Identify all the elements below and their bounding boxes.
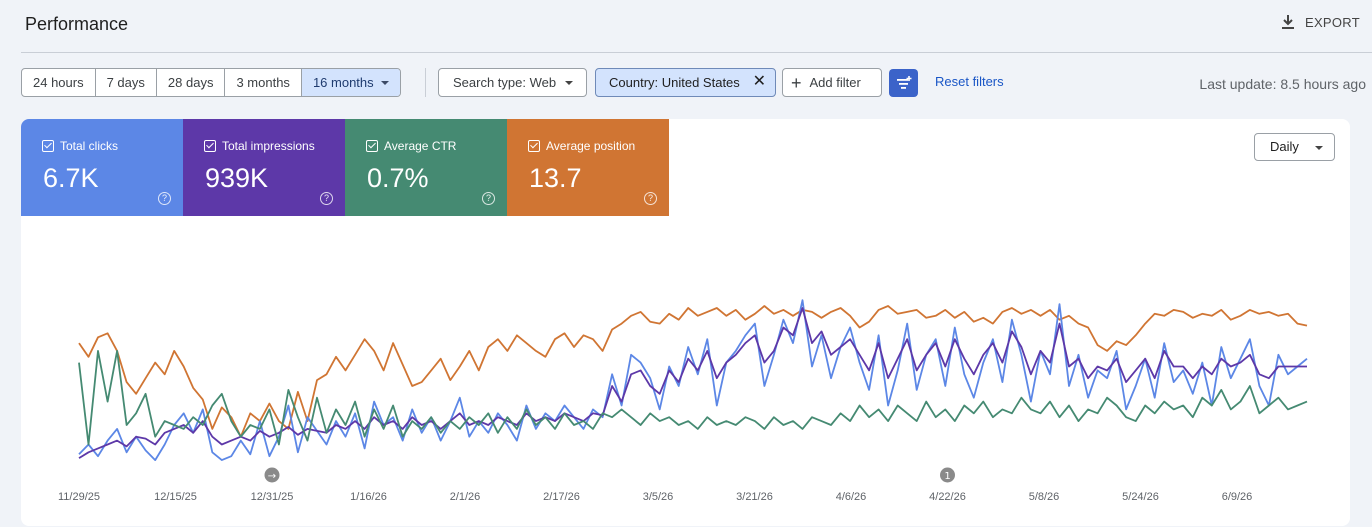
add-filter-label: Add filter bbox=[809, 75, 861, 90]
metric-value: 0.7% bbox=[367, 163, 429, 193]
country-filter-label: Country: United States bbox=[609, 75, 740, 90]
metric-label: Total impressions bbox=[204, 139, 315, 153]
metric-average-position[interactable]: Average position 13.7 ? bbox=[507, 119, 669, 216]
date-range-16-months[interactable]: 16 months bbox=[301, 69, 400, 96]
metric-value: 13.7 bbox=[529, 163, 582, 193]
x-tick-label: 2/17/26 bbox=[543, 491, 580, 503]
chevron-down-icon bbox=[380, 81, 389, 85]
help-icon[interactable]: ? bbox=[482, 192, 495, 205]
x-tick-label: 1/16/26 bbox=[350, 491, 387, 503]
series-line-average-ctr bbox=[78, 349, 1308, 446]
country-filter-chip[interactable]: Country: United States ✕ bbox=[595, 68, 776, 97]
checkbox-icon bbox=[528, 140, 540, 152]
metric-value: 6.7K bbox=[43, 163, 99, 193]
metric-label: Average position bbox=[528, 139, 635, 153]
metric-label-text: Total impressions bbox=[222, 139, 315, 153]
metric-total-clicks[interactable]: Total clicks 6.7K ? bbox=[21, 119, 183, 216]
header: Performance EXPORT bbox=[0, 0, 1372, 52]
x-tick-label: 6/9/26 bbox=[1222, 491, 1253, 503]
annotation-circle bbox=[940, 467, 955, 483]
checkbox-icon bbox=[42, 140, 54, 152]
series-line-average-position bbox=[78, 305, 1308, 438]
date-range-selected-label: 16 months bbox=[312, 75, 374, 90]
x-tick-label: 12/31/25 bbox=[251, 491, 294, 503]
x-tick-label: 3/21/26 bbox=[736, 491, 773, 503]
metric-average-ctr[interactable]: Average CTR 0.7% ? bbox=[345, 119, 507, 216]
x-tick-label: 5/8/26 bbox=[1029, 491, 1060, 503]
page-title: Performance bbox=[25, 14, 129, 34]
chevron-down-icon bbox=[565, 81, 573, 85]
chevron-down-icon bbox=[1315, 146, 1323, 150]
x-tick-label: 12/15/25 bbox=[154, 491, 197, 503]
date-range-3-months[interactable]: 3 months bbox=[225, 69, 302, 96]
granularity-label: Daily bbox=[1270, 139, 1299, 154]
search-type-label: Search type: Web bbox=[453, 75, 557, 90]
performance-chart: 11/29/25 12/15/25 12/31/25 1/16/26 2/1/26 2/1… bbox=[58, 299, 1308, 503]
checkbox-icon bbox=[204, 140, 216, 152]
download-icon bbox=[1281, 15, 1294, 29]
date-range-7-days[interactable]: 7 days bbox=[96, 69, 157, 96]
toolbar-separator bbox=[425, 68, 426, 97]
reset-filters-link[interactable]: Reset filters bbox=[935, 74, 1004, 89]
date-range-24-hours[interactable]: 24 hours bbox=[22, 69, 96, 96]
granularity-dropdown[interactable]: Daily bbox=[1254, 133, 1335, 161]
annotation-circle bbox=[264, 467, 280, 483]
annotation-marker[interactable]: 1 bbox=[940, 467, 955, 483]
performance-card: Total clicks 6.7K ? Total impressions 93… bbox=[21, 119, 1350, 526]
date-range-selector: 24 hours 7 days 28 days 3 months 16 mont… bbox=[21, 68, 401, 97]
filter-list-icon bbox=[897, 76, 912, 89]
annotation-marker[interactable]: → bbox=[264, 467, 280, 483]
toolbar: 24 hours 7 days 28 days 3 months 16 mont… bbox=[21, 68, 1366, 97]
date-range-28-days[interactable]: 28 days bbox=[157, 69, 226, 96]
last-update-text: Last update: 8.5 hours ago bbox=[1199, 76, 1366, 92]
metric-label: Average CTR bbox=[366, 139, 456, 153]
series-line-total-impressions bbox=[78, 307, 1307, 459]
metric-label-text: Average position bbox=[546, 139, 636, 153]
header-divider bbox=[21, 52, 1372, 53]
help-icon[interactable]: ? bbox=[644, 192, 657, 205]
metric-total-impressions[interactable]: Total impressions 939K ? bbox=[183, 119, 345, 216]
close-icon[interactable]: ✕ bbox=[752, 73, 766, 90]
search-type-dropdown[interactable]: Search type: Web bbox=[438, 68, 587, 97]
checkbox-icon bbox=[366, 140, 378, 152]
export-label: EXPORT bbox=[1304, 14, 1360, 30]
x-tick-label: 2/1/26 bbox=[450, 491, 481, 503]
metric-label-text: Average CTR bbox=[384, 139, 457, 153]
metric-label: Total clicks bbox=[42, 139, 118, 153]
metric-label-text: Total clicks bbox=[60, 139, 119, 153]
annotation-label: 1 bbox=[944, 471, 950, 482]
x-tick-label: 5/24/26 bbox=[1122, 491, 1159, 503]
plus-icon: + bbox=[791, 72, 802, 93]
help-icon[interactable]: ? bbox=[158, 192, 171, 205]
x-tick-label: 3/5/26 bbox=[643, 491, 674, 503]
add-filter-button[interactable]: + Add filter bbox=[782, 68, 882, 97]
help-icon[interactable]: ? bbox=[320, 192, 333, 205]
x-tick-label: 4/22/26 bbox=[929, 491, 966, 503]
series-line-total-clicks bbox=[78, 299, 1308, 462]
annotation-label: → bbox=[268, 471, 276, 482]
metric-value: 939K bbox=[205, 163, 269, 193]
filter-settings-button[interactable] bbox=[889, 69, 918, 97]
export-button[interactable]: EXPORT bbox=[1281, 14, 1360, 30]
x-tick-label: 11/29/25 bbox=[58, 491, 100, 503]
x-tick-label: 4/6/26 bbox=[836, 491, 867, 503]
